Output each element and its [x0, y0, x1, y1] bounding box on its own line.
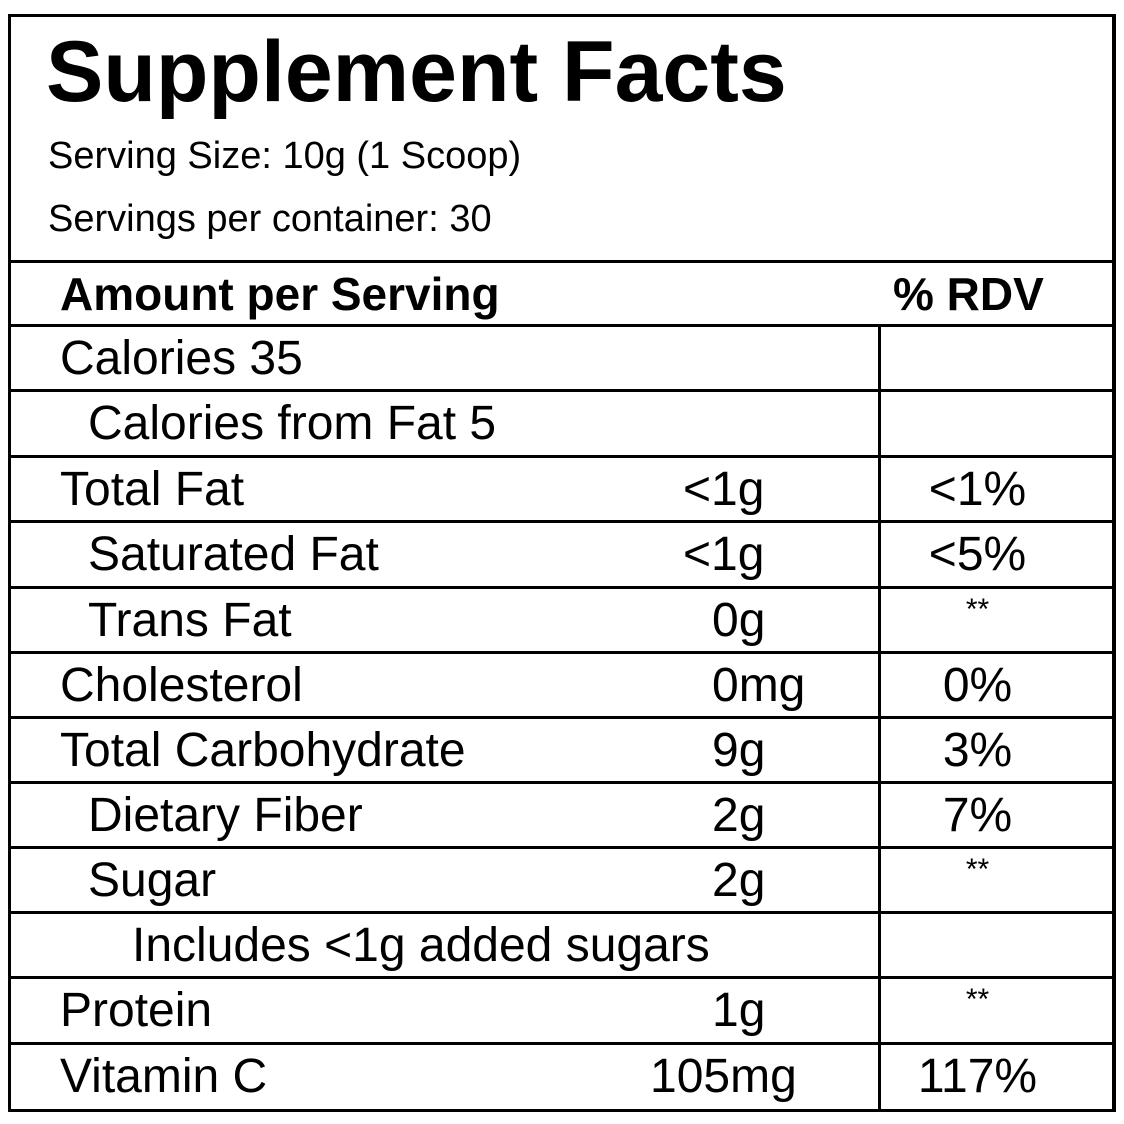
panel-title: Supplement Facts: [46, 24, 787, 120]
nutrient-label: Calories from Fat 5: [88, 397, 497, 450]
row-divider: [8, 586, 1113, 589]
nutrient-rdv: 7%: [942, 789, 1013, 842]
row-divider: [8, 911, 1113, 914]
nutrient-label: Total Carbohydrate: [60, 724, 466, 777]
nutrient-row: Cholesterol 0mg 0%: [0, 653, 1124, 718]
amount-header: Amount per Serving: [60, 268, 500, 320]
nutrient-rdv: 3%: [942, 724, 1013, 777]
nutrient-row: Includes <1g added sugars: [0, 913, 1124, 978]
nutrient-label: Total Fat: [60, 463, 245, 516]
nutrient-amount: 0mg: [712, 659, 806, 712]
row-divider: [8, 846, 1113, 849]
nutrient-label: Includes <1g added sugars: [132, 919, 710, 972]
nutrient-label: Cholesterol: [60, 659, 303, 712]
row-divider: [8, 324, 1113, 327]
nutrient-row: Vitamin C 105mg 117%: [0, 1044, 1124, 1109]
nutrient-label: Trans Fat: [88, 594, 292, 647]
nutrient-row: Protein 1g **: [0, 978, 1124, 1043]
nutrient-row: Total Carbohydrate 9g 3%: [0, 718, 1124, 783]
serving-size: Serving Size: 10g (1 Scoop): [48, 135, 522, 177]
divider: [8, 260, 1113, 263]
nutrient-row: Saturated Fat <1g <5%: [0, 522, 1124, 587]
row-divider: [8, 455, 1113, 458]
nutrient-row: Calories from Fat 5: [0, 391, 1124, 456]
nutrient-amount: <1g: [683, 463, 765, 516]
nutrient-row: Calories 35: [0, 326, 1124, 391]
nutrient-amount: <1g: [683, 528, 765, 581]
row-divider: [8, 389, 1113, 392]
nutrient-rdv: 0%: [942, 659, 1013, 712]
row-divider: [8, 976, 1113, 979]
rdv-header: % RDV: [893, 268, 1044, 320]
nutrient-amount: 0g: [712, 594, 766, 647]
row-divider: [8, 781, 1113, 784]
nutrient-amount: 105mg: [650, 1050, 797, 1103]
row-divider: [8, 1042, 1113, 1045]
nutrient-amount: 9g: [712, 724, 766, 777]
nutrient-rdv: **: [965, 853, 990, 886]
nutrient-amount: 2g: [712, 789, 766, 842]
nutrient-row: Trans Fat 0g **: [0, 588, 1124, 653]
nutrient-rdv: **: [965, 593, 990, 626]
nutrient-label: Dietary Fiber: [88, 789, 363, 842]
nutrient-rdv: 117%: [917, 1050, 1038, 1103]
nutrient-label: Vitamin C: [60, 1050, 268, 1103]
nutrient-row: Dietary Fiber 2g 7%: [0, 783, 1124, 848]
nutrient-row: Total Fat <1g <1%: [0, 457, 1124, 522]
row-divider: [8, 716, 1113, 719]
nutrient-rdv: <1%: [928, 463, 1027, 516]
nutrient-label: Saturated Fat: [88, 528, 379, 581]
nutrient-label: Protein: [60, 984, 213, 1037]
nutrient-label: Calories 35: [60, 332, 303, 385]
nutrient-rdv: **: [965, 983, 990, 1016]
nutrient-amount: 1g: [712, 984, 766, 1037]
nutrient-label: Sugar: [88, 854, 217, 907]
nutrient-row: Sugar 2g **: [0, 848, 1124, 913]
row-divider: [8, 520, 1113, 523]
supplement-facts-panel: [8, 14, 1116, 1112]
servings-per-container: Servings per container: 30: [48, 198, 492, 240]
row-divider: [8, 651, 1113, 654]
nutrient-amount: 2g: [712, 854, 766, 907]
nutrient-rdv: <5%: [928, 528, 1027, 581]
